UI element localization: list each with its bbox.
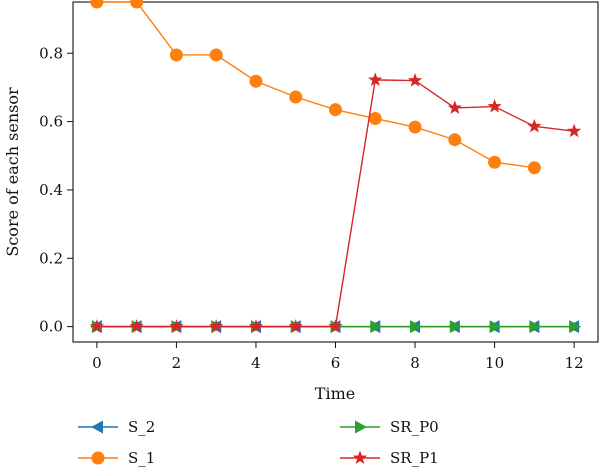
data-point bbox=[489, 320, 502, 334]
plot-frame bbox=[72, 1, 599, 343]
data-point bbox=[449, 320, 462, 334]
data-point bbox=[329, 103, 342, 117]
x-tick-label: 8 bbox=[410, 354, 420, 372]
series-line bbox=[96, 1, 535, 169]
data-point bbox=[90, 0, 104, 9]
data-point bbox=[488, 155, 502, 169]
data-point bbox=[209, 319, 224, 333]
legend-entry: SR_P0 bbox=[340, 418, 439, 436]
data-point bbox=[209, 48, 223, 62]
data-point bbox=[169, 48, 183, 62]
data-point bbox=[410, 320, 423, 334]
x-tick-label: 12 bbox=[565, 354, 584, 372]
y-tick-label: 0.6 bbox=[39, 113, 63, 131]
data-point bbox=[169, 319, 184, 333]
legend-entry: S_2 bbox=[78, 418, 155, 436]
x-tick-label: 10 bbox=[485, 354, 504, 372]
y-axis: 0.0 0.2 0.4 0.6 0.8 bbox=[39, 44, 73, 336]
data-point bbox=[408, 120, 422, 134]
legend-entry: SR_P1 bbox=[340, 449, 439, 467]
x-axis: 0 2 4 6 8 10 12 bbox=[92, 342, 584, 372]
data-point bbox=[289, 90, 303, 104]
y-tick-label: 0.2 bbox=[39, 249, 63, 267]
series-layer bbox=[89, 0, 582, 334]
data-point bbox=[447, 100, 462, 114]
x-tick-label: 4 bbox=[251, 354, 261, 372]
legend-label: SR_P1 bbox=[390, 449, 439, 467]
x-tick-label: 6 bbox=[331, 354, 341, 372]
data-point bbox=[407, 73, 423, 87]
legend: S_2 SR_P0 S_1 SR_P1 bbox=[78, 418, 439, 467]
legend-marker bbox=[91, 451, 105, 465]
data-point bbox=[529, 320, 542, 334]
legend-label: S_1 bbox=[128, 449, 155, 467]
x-axis-label: Time bbox=[315, 384, 355, 403]
data-point bbox=[288, 319, 303, 333]
data-point bbox=[487, 99, 502, 113]
data-point bbox=[328, 319, 343, 333]
series-s-1 bbox=[90, 0, 541, 175]
series-sr-p1 bbox=[89, 72, 582, 333]
data-point bbox=[527, 161, 541, 175]
data-point bbox=[129, 319, 144, 333]
legend-label: S_2 bbox=[128, 418, 155, 436]
data-point bbox=[368, 72, 383, 86]
data-point bbox=[527, 118, 542, 133]
data-point bbox=[249, 74, 263, 88]
legend-label: SR_P0 bbox=[390, 418, 439, 436]
data-point bbox=[130, 0, 144, 9]
data-point bbox=[89, 319, 104, 333]
data-point bbox=[448, 133, 462, 147]
legend-marker bbox=[91, 420, 103, 434]
y-tick-label: 0.4 bbox=[39, 181, 63, 199]
y-tick-label: 0.8 bbox=[39, 44, 63, 62]
legend-entry: S_1 bbox=[78, 449, 155, 467]
series-line bbox=[96, 79, 575, 328]
data-point bbox=[368, 112, 382, 126]
x-tick-label: 0 bbox=[92, 354, 102, 372]
data-point bbox=[370, 320, 383, 334]
x-tick-label: 2 bbox=[172, 354, 182, 372]
y-tick-label: 0.0 bbox=[39, 318, 63, 336]
legend-marker bbox=[355, 420, 367, 434]
data-point bbox=[569, 320, 582, 334]
data-point bbox=[248, 319, 264, 333]
legend-marker bbox=[352, 450, 368, 465]
data-point bbox=[567, 123, 582, 138]
y-axis-label: Score of each sensor bbox=[3, 87, 22, 257]
